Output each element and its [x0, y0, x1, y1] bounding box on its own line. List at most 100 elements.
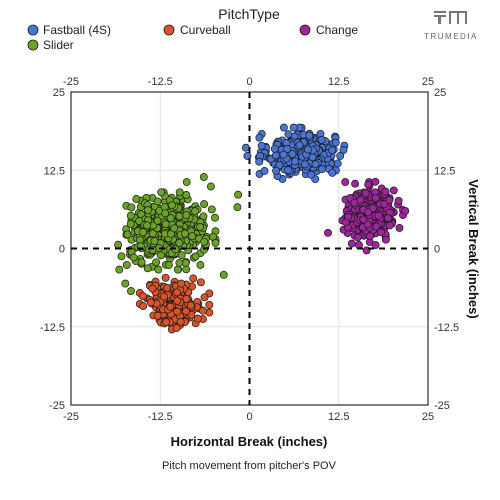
legend-item-curveball[interactable]: Curveball: [163, 23, 231, 37]
data-point: [328, 146, 337, 155]
data-point: [196, 223, 205, 231]
data-point: [371, 177, 380, 186]
data-point: [351, 179, 360, 188]
y-axis-title: Vertical Break (inches): [466, 179, 481, 318]
x-tick-label-bottom: 25: [422, 411, 434, 423]
data-point: [126, 211, 135, 220]
data-point: [270, 144, 279, 153]
data-point: [175, 238, 184, 247]
chart-caption: Pitch movement from pitcher's POV: [162, 460, 337, 472]
data-point: [311, 160, 320, 169]
data-point: [359, 215, 368, 224]
data-point: [162, 318, 171, 327]
data-point: [339, 146, 348, 155]
data-point: [347, 239, 356, 248]
data-point: [121, 279, 130, 288]
data-point: [193, 314, 202, 323]
data-point: [173, 307, 182, 316]
data-point: [200, 237, 209, 246]
data-point: [291, 157, 300, 166]
data-point: [146, 298, 155, 307]
data-point: [148, 284, 157, 293]
data-point: [191, 252, 200, 261]
y-tick-label-left: 12.5: [44, 165, 65, 177]
data-point: [196, 261, 205, 269]
data-point: [199, 306, 207, 315]
data-point: [279, 150, 288, 159]
data-point: [284, 166, 293, 175]
data-point: [143, 221, 151, 230]
data-point: [154, 265, 163, 274]
series-change: [324, 177, 410, 255]
data-point: [207, 205, 216, 214]
data-point: [336, 151, 345, 160]
data-point: [288, 150, 297, 158]
reference-lines: [71, 92, 428, 405]
data-point: [243, 151, 252, 160]
data-point: [139, 292, 147, 301]
x-tick-label-bottom: 12.5: [328, 411, 349, 423]
data-point: [233, 203, 242, 212]
data-point: [139, 228, 148, 237]
x-tick-label-bottom: -12.5: [148, 411, 173, 423]
data-point: [164, 261, 173, 269]
x-tick-label-bottom: -25: [63, 411, 79, 423]
data-point: [295, 141, 304, 150]
legend-item-change[interactable]: Change: [299, 23, 358, 37]
data-point: [331, 138, 340, 147]
data-point: [170, 224, 179, 233]
data-point: [127, 287, 135, 296]
legend: PitchType Fastball (4S) Curveball Change…: [27, 6, 358, 52]
data-point: [180, 229, 189, 238]
data-point: [200, 200, 209, 209]
data-point: [175, 188, 184, 197]
data-point: [384, 214, 393, 223]
data-point: [126, 219, 135, 228]
logo-text: TRUMEDIA: [424, 32, 478, 41]
data-point: [153, 311, 162, 320]
data-point: [283, 145, 292, 153]
data-point: [211, 213, 219, 222]
data-point: [153, 197, 162, 206]
data-point: [173, 265, 182, 274]
trumedia-logo-icon: [434, 11, 467, 24]
legend-item-slider[interactable]: Slider: [27, 38, 74, 52]
data-point: [361, 189, 370, 198]
data-point: [300, 160, 309, 169]
data-point: [196, 278, 205, 287]
data-point: [205, 300, 214, 309]
data-point: [189, 274, 198, 283]
y-tick-label-right: -12.5: [434, 322, 459, 334]
data-point: [152, 258, 161, 267]
data-point: [132, 195, 141, 203]
data-point: [366, 232, 374, 241]
data-point: [166, 302, 175, 311]
data-point: [377, 228, 386, 237]
y-tick-label-left: 0: [59, 244, 65, 256]
series-slider: [114, 173, 243, 296]
data-point: [182, 294, 191, 303]
y-tick-label-right: 25: [434, 87, 446, 99]
data-point: [122, 260, 131, 269]
data-point: [341, 178, 350, 187]
data-point: [395, 223, 404, 232]
legend-item-fastball[interactable]: Fastball (4S): [27, 23, 111, 37]
data-point: [144, 206, 153, 215]
data-point: [143, 264, 152, 273]
data-point: [241, 143, 250, 152]
data-point: [364, 208, 373, 217]
data-point: [177, 279, 186, 288]
data-point: [389, 186, 398, 195]
data-point: [166, 214, 175, 223]
legend-label-change: Change: [316, 23, 358, 37]
legend-title: PitchType: [218, 6, 280, 22]
legend-marker-fastball: [27, 24, 39, 36]
data-point: [303, 145, 312, 154]
y-tick-label-left: -25: [49, 400, 65, 412]
y-tick-label-left: 25: [53, 87, 65, 99]
data-point: [199, 173, 208, 182]
data-point: [176, 318, 185, 326]
data-point: [161, 220, 170, 229]
data-point: [211, 239, 220, 247]
x-tick-label-top: 25: [422, 76, 434, 88]
